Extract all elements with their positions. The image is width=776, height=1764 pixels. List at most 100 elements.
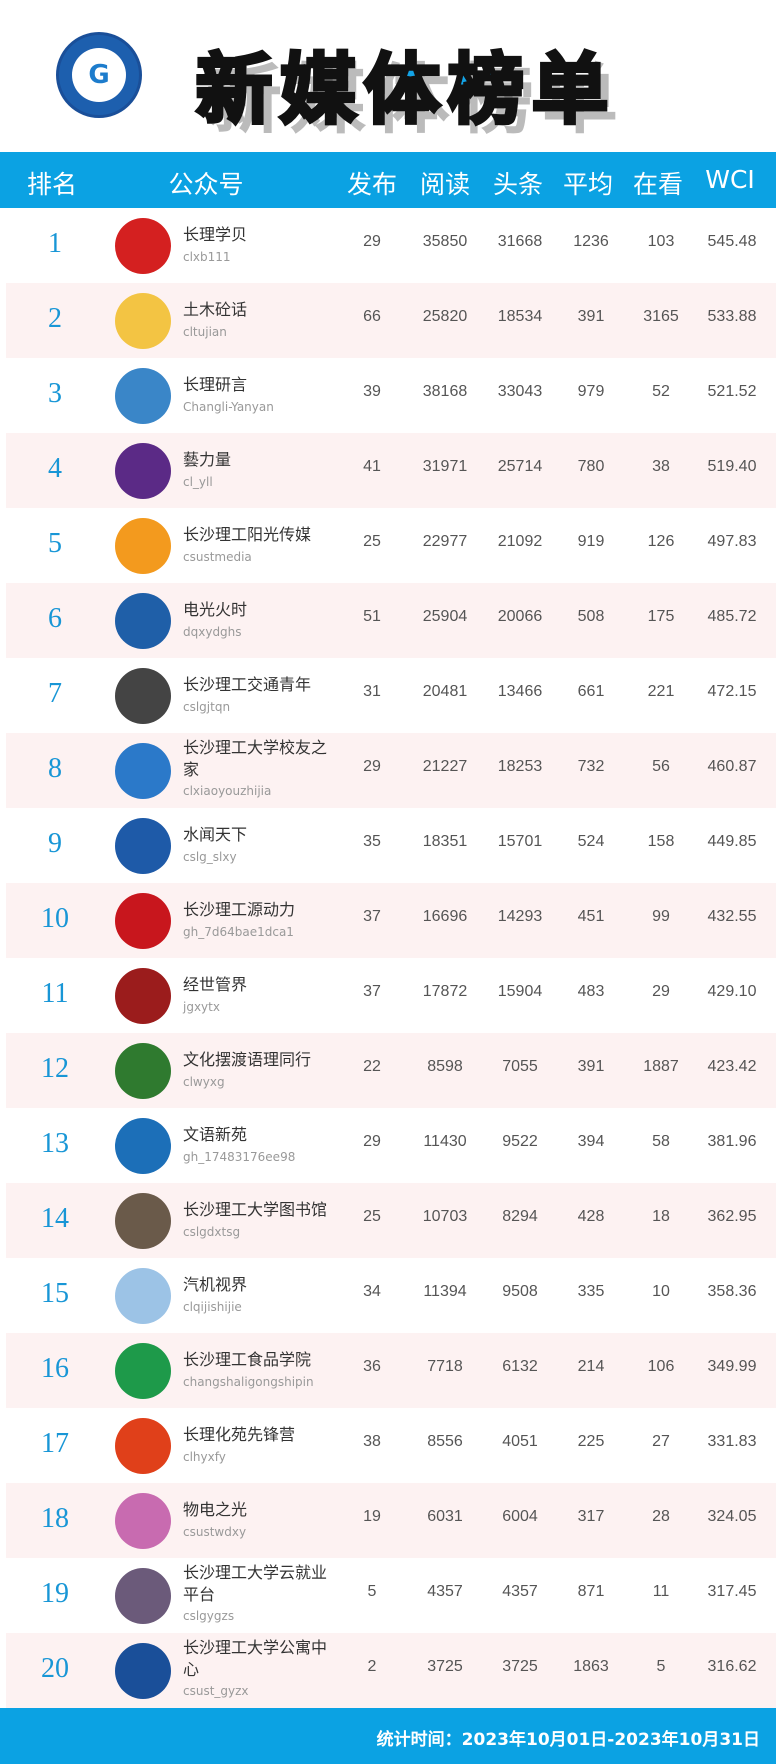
account-avatar [115,218,171,274]
cell-headline: 6004 [502,1508,538,1525]
account-id: Changli-Yanyan [183,400,274,414]
account-name[interactable]: 藝力量 [183,450,232,469]
account-avatar [115,368,171,424]
table-row[interactable]: 2 土木砼话 cltujian 66 25820 18534 391 3165 533.88 [6,283,776,358]
account-name[interactable]: 长沙理工大学校友之家 [183,738,328,779]
cell-read: 4357 [427,1583,463,1600]
cell-publish: 29 [363,758,381,775]
table-row[interactable]: 18 物电之光 csustwdxy 19 6031 6004 317 28 324.05 [6,1483,776,1558]
account-name[interactable]: 长沙理工阳光传媒 [183,525,312,544]
cell-headline: 7055 [502,1058,538,1075]
cell-avg: 524 [577,833,605,850]
account-id: jgxytx [183,1000,220,1014]
account-name[interactable]: 长沙理工源动力 [183,900,296,919]
cell-avg: 394 [577,1133,605,1150]
cell-avg: 483 [577,983,605,1000]
table-row[interactable]: 14 长沙理工大学图书馆 cslgdxtsg 25 10703 8294 428 18 36… [6,1183,776,1258]
table-row[interactable]: 11 经世管界 jgxytx 37 17872 15904 483 29 429.10 [0,958,776,1033]
cell-publish: 66 [363,308,381,325]
account-id: cslgygzs [183,1609,235,1623]
col-publish: 发布 [346,170,398,199]
cell-headline: 15904 [497,983,543,1000]
rank: 6 [48,603,62,634]
table-row[interactable]: 15 汽机视界 clqijishijie 34 11394 9508 335 10 358.… [0,1258,776,1333]
cell-read: 7718 [427,1358,463,1375]
account-name[interactable]: 长沙理工大学公寓中心 [183,1638,328,1679]
cell-headline: 18253 [497,758,543,775]
cell-wci: 545.48 [707,233,757,250]
account-name[interactable]: 物电之光 [183,1500,248,1519]
table-row[interactable]: 6 电光火时 dqxydghs 51 25904 20066 508 175 485.72 [6,583,776,658]
cell-headline: 9522 [502,1133,538,1150]
account-name[interactable]: 文语新苑 [183,1125,248,1144]
cell-avg: 1236 [573,233,609,250]
rank: 8 [48,753,62,784]
table-row[interactable]: 8 长沙理工大学校友之家 clxiaoyouzhijia 29 21227 18253… [6,733,776,808]
col-headline: 头条 [492,170,544,199]
cell-headline: 6132 [502,1358,538,1375]
account-name[interactable]: 水闻天下 [183,825,248,844]
account-id: gh_17483176ee98 [183,1150,296,1164]
cell-avg: 871 [577,1583,605,1600]
cell-publish: 29 [363,233,381,250]
rank: 18 [41,1503,69,1534]
account-id: csustwdxy [183,1525,247,1539]
table-row[interactable]: 5 长沙理工阳光传媒 csustmedia 25 22977 21092 919 126 4… [0,508,776,583]
cell-publish: 29 [363,1133,381,1150]
cell-read: 18351 [422,833,468,850]
rank: 3 [48,378,62,409]
cell-wci: 519.40 [707,458,757,475]
account-id: cslg_slxy [183,850,237,864]
cell-headline: 15701 [497,833,543,850]
cell-wci: 521.52 [707,383,757,400]
table-row[interactable]: 12 文化摆渡语理同行 clwyxg 22 8598 7055 391 1887 423.4… [6,1033,776,1108]
account-avatar [115,1043,171,1099]
cell-avg: 979 [577,383,605,400]
account-id: clwyxg [183,1075,225,1089]
account-name[interactable]: 汽机视界 [183,1275,248,1294]
table-row[interactable]: 4 藝力量 cl_yll 41 31971 25714 780 38 519.40 [6,433,776,508]
account-name[interactable]: 长沙理工交通青年 [183,675,312,694]
table-row[interactable]: 9 水闻天下 cslg_slxy 35 18351 15701 524 158 449.85 [0,808,776,883]
table-row[interactable]: 13 文语新苑 gh_17483176ee98 29 11430 9522 394 58 3… [0,1108,776,1183]
account-name[interactable]: 长理研言 [183,375,248,394]
account-name[interactable]: 长沙理工食品学院 [183,1350,312,1369]
cell-read: 16696 [422,908,468,925]
cell-publish: 25 [363,1208,381,1225]
cell-watching: 27 [652,1433,670,1450]
table-row[interactable]: 10 长沙理工源动力 gh_7d64bae1dca1 37 16696 14293 45… [6,883,776,958]
cell-watching: 52 [652,383,670,400]
account-name[interactable]: 长理化苑先锋营 [183,1425,296,1444]
cell-avg: 317 [577,1508,605,1525]
cell-headline: 25714 [497,458,543,475]
cell-read: 17872 [422,983,468,1000]
account-name[interactable]: 土木砼话 [183,300,248,319]
table-row[interactable]: 7 长沙理工交通青年 cslgjtqn 31 20481 13466 661 221 472… [0,658,776,733]
rank: 1 [48,228,62,259]
cell-watching: 3165 [643,308,679,325]
table-row[interactable]: 17 长理化苑先锋营 clhyxfy 38 8556 4051 225 27 331.83 [0,1408,776,1483]
rank: 4 [48,453,62,484]
cell-read: 35850 [422,233,468,250]
col-watching: 在看 [632,170,684,199]
account-avatar [115,1568,171,1624]
account-name[interactable]: 文化摆渡语理同行 [183,1050,312,1069]
cell-wci: 460.87 [707,758,757,775]
cell-read: 31971 [422,458,468,475]
cell-wci: 358.36 [707,1283,757,1300]
account-name[interactable]: 电光火时 [183,600,248,619]
account-avatar [115,293,171,349]
account-avatar [115,1118,171,1174]
table-row[interactable]: 1 长理学贝 clxb111 29 35850 31668 1236 103 545.48 [0,208,776,283]
table-row[interactable]: 20 长沙理工大学公寓中心 csust_gyzx 2 3725 3725 1863 5 31… [6,1633,776,1708]
account-name[interactable]: 长理学贝 [183,225,248,244]
account-avatar [115,443,171,499]
table-row[interactable]: 19 长沙理工大学云就业平台 cslgygzs 5 4357 4357 871 11 317… [0,1558,776,1633]
account-name[interactable]: 经世管界 [183,975,248,994]
account-name[interactable]: 长沙理工大学图书馆 [183,1200,328,1219]
table-row[interactable]: 16 长沙理工食品学院 changshaligongshipin 36 7718 61… [6,1333,776,1408]
cell-avg: 428 [577,1208,605,1225]
table-row[interactable]: 3 长理研言 Changli-Yanyan 39 38168 33043 979 52 52… [0,358,776,433]
account-name[interactable]: 长沙理工大学云就业平台 [183,1563,328,1604]
cell-watching: 99 [652,908,670,925]
